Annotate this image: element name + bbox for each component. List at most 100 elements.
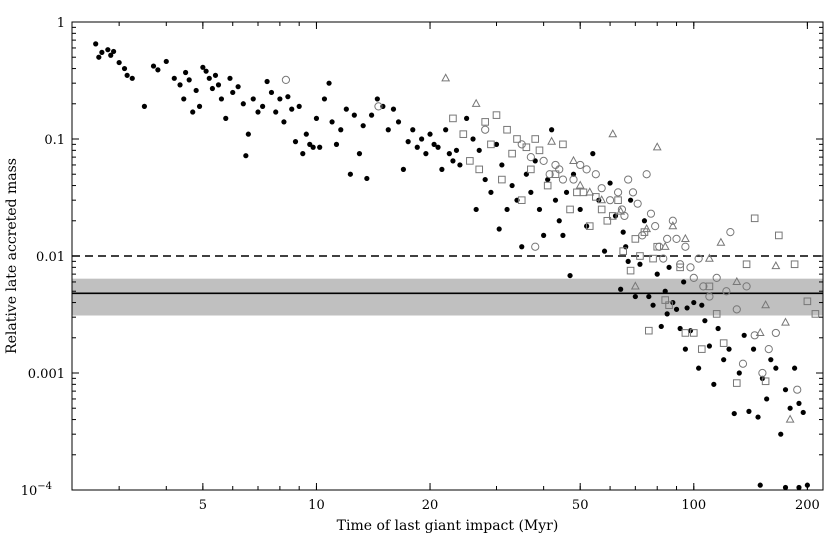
open-circle-point <box>732 305 741 314</box>
filled-circle-point <box>750 346 757 352</box>
filled-circle-point <box>641 218 648 224</box>
open-circle-point <box>558 175 568 184</box>
filled-circle-point <box>405 139 411 145</box>
open-circle-point <box>539 156 548 165</box>
filled-circle-point <box>368 112 375 118</box>
filled-circle-point <box>193 87 199 94</box>
filled-circle-point <box>577 206 583 213</box>
open-circle-point <box>726 228 735 237</box>
open-square-point <box>631 235 640 243</box>
filled-circle-point <box>186 77 192 83</box>
filled-circle-point <box>292 139 299 145</box>
filled-circle-point <box>673 306 680 312</box>
filled-circle-point <box>374 96 380 102</box>
open-square-point <box>697 345 706 353</box>
x-tick-label: 100 <box>681 498 706 513</box>
open-circle-point <box>663 234 672 244</box>
filled-circle-point <box>493 141 500 147</box>
filled-circle-point <box>682 346 688 352</box>
open-triangle-point <box>652 142 662 151</box>
open-circle-point <box>633 199 642 208</box>
filled-circle-point <box>329 119 335 125</box>
filled-circle-point <box>677 325 683 332</box>
y-tick-label: 10−4 <box>21 481 52 499</box>
open-circle-point <box>758 368 767 378</box>
filled-circle-point <box>681 279 687 285</box>
filled-circle-point <box>245 131 251 137</box>
filled-circle-point <box>637 261 643 267</box>
filled-circle-point <box>612 213 619 219</box>
open-circle-point <box>551 160 560 170</box>
filled-circle-point <box>618 286 624 292</box>
open-square-point <box>597 205 606 214</box>
filled-circle-point <box>470 136 476 142</box>
x-axis-title: Time of last giant impact (Myr) <box>337 518 559 534</box>
open-circle-point <box>481 125 490 134</box>
filled-circle-point <box>364 175 370 182</box>
filled-circle-point <box>414 144 420 150</box>
y-tick-label: 1 <box>57 16 65 31</box>
y-tick-label: 0.1 <box>44 133 65 148</box>
filled-circle-point <box>333 141 340 147</box>
filled-circle-point <box>664 311 670 317</box>
filled-circle-point <box>691 299 697 306</box>
filled-circle-point <box>464 115 470 121</box>
filled-circle-point <box>300 151 306 157</box>
filled-circle-point <box>731 410 737 417</box>
open-square-point <box>535 146 544 155</box>
open-square-point <box>705 282 714 291</box>
filled-circle-point <box>778 431 784 437</box>
open-square-point <box>531 135 540 143</box>
filled-circle-point <box>289 106 295 112</box>
filled-circle-point <box>182 69 189 76</box>
open-square-point <box>775 231 783 240</box>
open-triangle-point <box>771 261 781 270</box>
open-square-point <box>585 222 594 230</box>
open-square-point <box>742 260 751 269</box>
filled-circle-point <box>277 96 283 102</box>
filled-circle-point <box>356 151 363 157</box>
open-circle-point <box>699 282 708 291</box>
data-points-layer <box>93 41 820 491</box>
filled-circle-point <box>303 131 309 137</box>
open-circle-point <box>764 345 773 354</box>
filled-circle-point <box>419 136 425 142</box>
uncertainty-band-layer <box>72 278 823 316</box>
open-square-point <box>653 242 662 251</box>
open-square-point <box>676 263 684 272</box>
open-circle-point <box>605 196 615 205</box>
filled-circle-point <box>509 182 515 189</box>
filled-circle-point <box>796 400 802 406</box>
open-circle-point <box>793 385 802 394</box>
filled-circle-point <box>343 106 349 112</box>
filled-circle-point <box>488 189 494 195</box>
filled-circle-point <box>347 171 353 177</box>
filled-circle-point <box>235 84 241 90</box>
filled-circle-point <box>435 144 441 150</box>
filled-circle-point <box>155 67 161 73</box>
open-circle-point <box>374 102 383 111</box>
open-circle-point <box>742 282 751 291</box>
open-square-point <box>573 188 581 197</box>
open-triangle-point <box>569 155 578 164</box>
axis-ticks-layer: 5 10 20 50 100 200 1 0.1 0.01 0.001 10−4 <box>21 16 823 513</box>
filled-circle-point <box>590 151 596 157</box>
filled-circle-point <box>410 127 416 133</box>
open-square-point <box>732 379 741 387</box>
y-axis-title: Relative late accreted mass <box>4 158 20 354</box>
filled-circle-point <box>666 264 672 270</box>
open-square-point <box>481 118 489 126</box>
filled-circle-point <box>439 166 445 172</box>
filled-circle-point <box>702 318 708 324</box>
open-square-point <box>608 212 617 220</box>
filled-circle-point <box>658 323 664 330</box>
filled-circle-point <box>196 103 203 109</box>
open-square-point <box>466 157 474 165</box>
open-triangle-point <box>585 187 595 196</box>
open-triangle-point <box>616 206 626 215</box>
filled-circle-point <box>625 258 631 264</box>
x-tick-label: 20 <box>422 498 439 513</box>
filled-circle-point <box>307 141 313 147</box>
open-circle-point <box>526 153 535 162</box>
open-square-point <box>492 111 501 119</box>
